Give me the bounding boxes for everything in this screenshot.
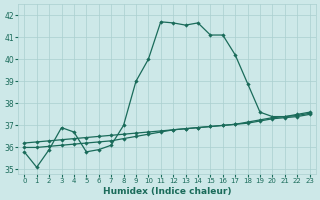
X-axis label: Humidex (Indice chaleur): Humidex (Indice chaleur) (103, 187, 231, 196)
